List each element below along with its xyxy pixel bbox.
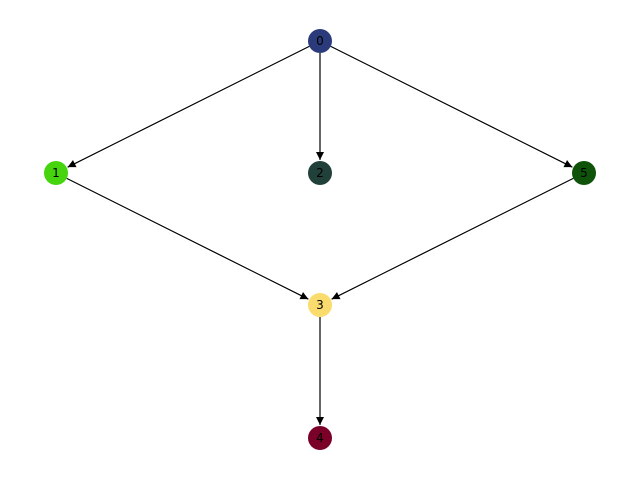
node-label-3: 3 bbox=[316, 298, 324, 312]
node-0: 0 bbox=[308, 29, 332, 53]
nodes-layer: 0 1 2 5 3 4 bbox=[44, 29, 596, 450]
node-1: 1 bbox=[44, 161, 68, 185]
edge-0-to-5 bbox=[330, 45, 573, 168]
node-4: 4 bbox=[308, 426, 332, 450]
node-circle-5 bbox=[572, 161, 596, 185]
node-circle-1 bbox=[44, 161, 68, 185]
node-label-1: 1 bbox=[52, 166, 60, 180]
node-3: 3 bbox=[308, 293, 332, 317]
node-circle-0 bbox=[308, 29, 332, 53]
node-label-0: 0 bbox=[316, 34, 324, 48]
node-label-2: 2 bbox=[316, 166, 324, 180]
node-circle-4 bbox=[308, 426, 332, 450]
edges-layer bbox=[66, 45, 574, 425]
node-2: 2 bbox=[308, 161, 332, 185]
node-circle-2 bbox=[308, 161, 332, 185]
edge-5-to-3 bbox=[331, 177, 574, 300]
edge-1-to-3 bbox=[66, 177, 309, 300]
node-5: 5 bbox=[572, 161, 596, 185]
node-label-5: 5 bbox=[580, 166, 588, 180]
edge-0-to-1 bbox=[67, 45, 310, 168]
node-circle-3 bbox=[308, 293, 332, 317]
node-label-4: 4 bbox=[316, 431, 324, 445]
